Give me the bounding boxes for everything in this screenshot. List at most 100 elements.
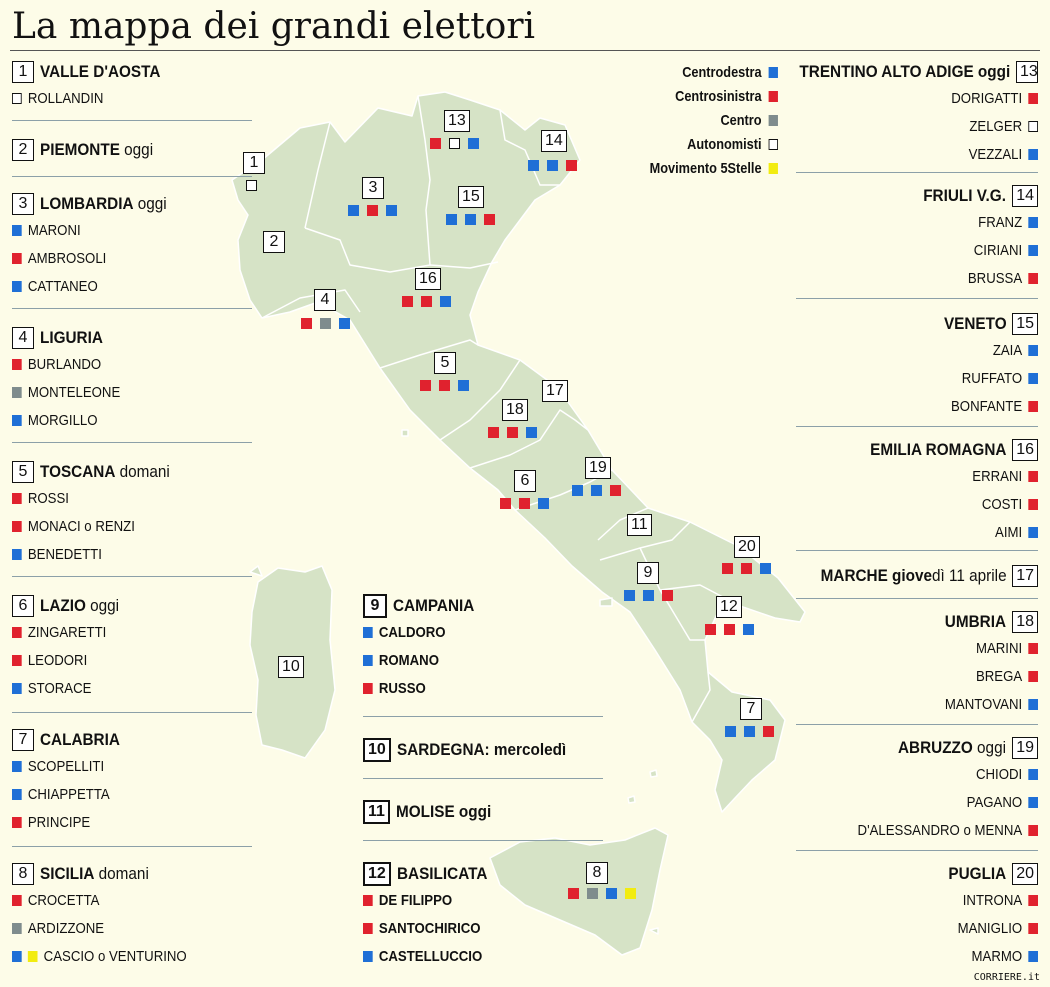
- candidate-row: BURLANDO: [12, 350, 223, 378]
- map-region-label-2: 2: [263, 231, 285, 253]
- map-party-squares-6: [500, 498, 549, 509]
- region-block-12: 12 BASILICATA DE FILIPPO SANTOCHIRICO CASTEL…: [363, 862, 603, 970]
- centrodestra-square-icon: [1028, 768, 1038, 780]
- centrodestra-square-icon: [468, 138, 479, 149]
- centrosinistra-square-icon: [566, 160, 577, 171]
- map-region-label-7: 7: [740, 698, 762, 720]
- region-header: UMBRIA 18: [798, 610, 1038, 634]
- region-number-badge: 6: [12, 595, 34, 617]
- centrosinistra-square-icon: [1028, 642, 1038, 654]
- candidate-name: DE FILIPPO: [378, 891, 453, 909]
- region-name: UMBRIA: [945, 612, 1006, 632]
- candidate-name: BENEDETTI: [27, 545, 102, 563]
- region-name-bold: CALABRIA: [40, 730, 120, 749]
- region-number-badge: 16: [1012, 439, 1038, 461]
- centrodestra-square-icon: [547, 160, 558, 171]
- region-name: BASILICATA: [397, 864, 487, 884]
- autonomisti-square-icon: [246, 180, 257, 191]
- centrosinistra-square-icon: [662, 590, 673, 601]
- section-divider: [796, 550, 1038, 551]
- candidate-row: CIRIANI: [827, 236, 1038, 264]
- m5s-square-icon: [27, 950, 38, 962]
- candidate-name: ZAIA: [992, 341, 1023, 359]
- map-region-label-9: 9: [637, 562, 659, 584]
- region-block-11: 11 MOLISE oggi: [363, 800, 603, 824]
- region-number-badge: 8: [12, 863, 34, 885]
- centrodestra-square-icon: [12, 760, 22, 772]
- centro-square-icon: [768, 114, 778, 126]
- centrodestra-square-icon: [538, 498, 549, 509]
- centrodestra-square-icon: [528, 160, 539, 171]
- candidate-row: BONFANTE: [827, 392, 1038, 420]
- region-header: 2 PIEMONTE oggi: [12, 138, 252, 162]
- region-header: 9 CAMPANIA: [363, 594, 603, 618]
- region-header: MARCHE giovedì 11 aprile 17: [798, 564, 1038, 588]
- map-region-label-10: 10: [278, 656, 304, 678]
- section-divider: [12, 576, 252, 577]
- centrosinistra-square-icon: [421, 296, 432, 307]
- region-number-badge: 5: [12, 461, 34, 483]
- region-note: oggi: [85, 596, 120, 615]
- legend-item: Centrosinistra: [650, 84, 778, 108]
- region-block-13: TRENTINO ALTO ADIGE oggi 13 DORIGATTI ZELGE…: [798, 60, 1038, 168]
- candidate-row: STORACE: [12, 674, 223, 702]
- centrosinistra-square-icon: [430, 138, 441, 149]
- region-name-bold: LOMBARDIA: [40, 194, 134, 213]
- region-block-1: 1 VALLE D'AOSTA ROLLANDIN: [12, 60, 252, 112]
- legend-item: Centrodestra: [650, 60, 778, 84]
- map-party-squares-3: [348, 205, 397, 216]
- centrodestra-square-icon: [1028, 796, 1038, 808]
- map-region-label-8: 8: [586, 862, 608, 884]
- centrodestra-square-icon: [768, 66, 778, 78]
- autonomisti-square-icon: [768, 138, 778, 150]
- region-name: SARDEGNA: mercoledì: [397, 740, 566, 760]
- centrosinistra-square-icon: [507, 427, 518, 438]
- region-number-badge: 20: [1012, 863, 1038, 885]
- region-header: 7 CALABRIA: [12, 728, 252, 752]
- region-header: PUGLIA 20: [798, 862, 1038, 886]
- section-divider: [363, 840, 603, 841]
- map-party-squares-4: [301, 318, 350, 329]
- region-note: oggi: [973, 738, 1007, 757]
- m5s-square-icon: [625, 888, 636, 899]
- candidate-row: CHIAPPETTA: [12, 780, 223, 808]
- candidate-name: VEZZALI: [968, 145, 1023, 163]
- candidate-name: SCOPELLITI: [27, 757, 105, 775]
- centrodestra-square-icon: [12, 682, 22, 694]
- region-block-4: 4 LIGURIA BURLANDO MONTELEONE MORGILLO: [12, 326, 252, 434]
- legend-item: Autonomisti: [650, 132, 778, 156]
- map-region-label-15: 15: [458, 186, 484, 208]
- map-party-squares-7: [725, 726, 774, 737]
- section-divider: [363, 716, 603, 717]
- region-header: 6 LAZIO oggi: [12, 594, 252, 618]
- map-party-squares-1: [246, 180, 257, 191]
- candidate-row: ARDIZZONE: [12, 914, 223, 942]
- autonomisti-square-icon: [1028, 120, 1038, 132]
- centrodestra-square-icon: [1028, 344, 1038, 356]
- map-region-label-3: 3: [362, 177, 384, 199]
- candidate-row: RUFFATO: [827, 364, 1038, 392]
- candidate-name: STORACE: [27, 679, 92, 697]
- candidate-name: ZINGARETTI: [27, 623, 107, 641]
- candidate-name: MARINI: [975, 639, 1023, 657]
- region-name-bold: SICILIA: [40, 864, 95, 883]
- map-party-squares-13: [430, 138, 479, 149]
- centrodestra-square-icon: [363, 950, 373, 962]
- map-region-label-13: 13: [444, 110, 470, 132]
- region-name: TRENTINO ALTO ADIGE oggi: [799, 62, 1010, 82]
- candidate-row: AIMI: [827, 518, 1038, 546]
- candidate-name: CHIODI: [975, 765, 1023, 783]
- candidate-name: CROCETTA: [27, 891, 100, 909]
- candidate-row: CASCIO o VENTURINO: [12, 942, 223, 970]
- centrosinistra-square-icon: [363, 894, 373, 906]
- autonomisti-square-icon: [12, 92, 22, 104]
- candidate-name: MONACI o RENZI: [27, 517, 135, 535]
- region-number-badge: 4: [12, 327, 34, 349]
- candidate-row: D'ALESSANDRO o MENNA: [827, 816, 1038, 844]
- centrosinistra-square-icon: [12, 894, 22, 906]
- region-name: VALLE D'AOSTA: [40, 62, 160, 82]
- region-header: 11 MOLISE oggi: [363, 800, 603, 824]
- centrodestra-square-icon: [1028, 950, 1038, 962]
- region-block-8: 8 SICILIA domani CROCETTA ARDIZZONE CASCIO o…: [12, 862, 252, 970]
- region-name-bold: EMILIA ROMAGNA: [869, 440, 1007, 459]
